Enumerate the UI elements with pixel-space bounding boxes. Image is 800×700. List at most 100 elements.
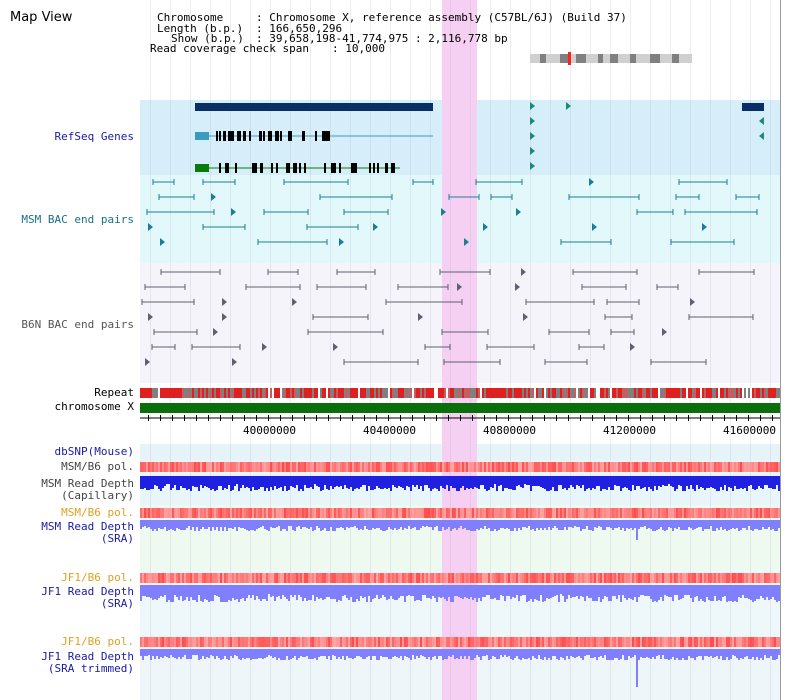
msm-depth-sra-bar (278, 520, 280, 526)
msm-pol-1-mark (360, 462, 362, 472)
msm-depth-capillary-bar (712, 476, 714, 488)
b6n-bac-pair-arrow (148, 313, 153, 321)
repeat-mark (158, 388, 160, 398)
msm-depth-sra-bar (380, 520, 382, 530)
jf1-pol-1-mark (348, 573, 350, 583)
msm-pol-1-mark (248, 462, 250, 472)
msm-depth-capillary-bar (414, 476, 416, 487)
jf1-pol-1-mark (494, 573, 496, 583)
repeat-mark (450, 388, 452, 398)
jf1-depth-trimmed-bar (274, 649, 276, 657)
msm-depth-capillary-bar (516, 476, 518, 486)
jf1-pol-1-mark (182, 573, 184, 583)
repeat-mark (684, 388, 686, 398)
track-label-jf1-depth-trimmed[interactable]: JF1 Read Depth (41, 650, 134, 663)
jf1-depth-sra-bar (290, 585, 292, 595)
jf1-depth-trimmed-bar (294, 649, 296, 656)
msm-depth-capillary-bar (208, 476, 210, 488)
msm-depth-sra-bar (520, 520, 522, 530)
msm-depth-capillary-bar (762, 476, 764, 489)
msm-pol-1-mark (676, 462, 678, 472)
jf1-pol-1-mark (220, 573, 222, 583)
jf1-depth-trimmed-bar (388, 649, 390, 659)
jf1-pol-2-mark (744, 637, 746, 647)
ideogram-band (610, 54, 618, 63)
msm-depth-sra-bar (634, 520, 636, 528)
jf1-pol-1-mark (170, 573, 172, 583)
jf1-depth-sra-bar (412, 585, 414, 596)
msm-depth-capillary-bar (466, 476, 468, 488)
msm-depth-sra-bar (222, 520, 224, 531)
track-label-msm-pol-1[interactable]: MSM/B6 pol. (61, 460, 134, 473)
msm-depth-sra-bar (522, 520, 524, 527)
msm-depth-sra-bar (742, 520, 744, 528)
jf1-pol-2-mark (764, 637, 766, 647)
track-label-jf1-pol-1[interactable]: JF1/B6 pol. (61, 571, 134, 584)
jf1-depth-trimmed-bar (212, 649, 214, 656)
jf1-depth-sra-bar (628, 585, 630, 598)
repeat-mark (176, 388, 178, 398)
msm-pol-2-mark (654, 508, 656, 518)
msm-depth-capillary-bar (218, 476, 220, 486)
repeat-mark (746, 388, 748, 398)
msm-pol-2-mark (350, 508, 352, 518)
msm-pol-1-mark (766, 462, 768, 472)
repeat-mark (720, 388, 722, 398)
msm-depth-sra-bar (506, 520, 508, 528)
jf1-depth-sra-bar (214, 585, 216, 595)
jf1-depth-trimmed-bar (624, 649, 626, 660)
msm-pol-2-mark (230, 508, 232, 518)
jf1-pol-1-mark (502, 573, 504, 583)
msm-depth-sra-bar (338, 520, 340, 528)
repeat-mark (526, 388, 528, 398)
chromosome-bar (140, 403, 780, 413)
jf1-depth-sra-bar (470, 585, 472, 597)
msm-pol-1-mark (458, 462, 460, 472)
jf1-pol-1-mark (618, 573, 620, 583)
msm-depth-capillary-bar (206, 476, 208, 487)
msm-depth-sra-bar (752, 520, 754, 531)
jf1-depth-sra-bar (518, 585, 520, 601)
repeat-mark (338, 388, 340, 398)
track-label-msm-depth-capillary[interactable]: MSM Read Depth (41, 477, 134, 490)
jf1-depth-trimmed-bar (448, 649, 450, 656)
jf1-depth-trimmed-bar (160, 649, 162, 657)
msm-pol-1-mark (158, 462, 160, 472)
msm-depth-sra-bar (176, 520, 178, 528)
track-label-msm-bac-end-pairs[interactable]: MSM BAC end pairs (21, 213, 134, 226)
msm-pol-2-mark (280, 508, 282, 518)
track-label-dbsnp[interactable]: dbSNP(Mouse) (54, 445, 134, 458)
jf1-depth-sra-bar (160, 585, 162, 596)
track-label-jf1-pol-2[interactable]: JF1/B6 pol. (61, 635, 134, 648)
jf1-depth-sra-bar (182, 585, 184, 601)
repeat-mark (636, 388, 638, 398)
msm-pol-2-mark (330, 508, 332, 518)
track-label-b6n-bac-end-pairs[interactable]: B6N BAC end pairs (21, 318, 134, 331)
gene-exon (288, 163, 290, 173)
msm-pol-1-mark (510, 462, 512, 472)
repeat-mark (156, 388, 158, 398)
track-label-msm-pol-2[interactable]: MSM/B6 pol. (61, 506, 134, 519)
msm-pol-1-mark (392, 462, 394, 472)
jf1-depth-trimmed-bar (394, 649, 396, 656)
msm-depth-sra-bar (596, 520, 598, 528)
msm-depth-sra-bar (384, 520, 386, 531)
jf1-depth-sra-bar (312, 585, 314, 595)
msm-pol-2-mark (212, 508, 214, 518)
track-label-jf1-depth-sra[interactable]: JF1 Read Depth (41, 585, 134, 598)
jf1-depth-sra-bar (564, 585, 566, 602)
jf1-depth-sra-bar (638, 585, 640, 597)
msm-pol-1-mark (772, 462, 774, 472)
msm-pol-1-mark (708, 462, 710, 472)
jf1-pol-1-mark (580, 573, 582, 583)
jf1-pol-1-mark (436, 573, 438, 583)
track-label-refseq-genes[interactable]: RefSeq Genes (54, 130, 134, 143)
msm-pol-1-mark (644, 462, 646, 472)
msm-depth-capillary-bar (196, 476, 198, 487)
track-label-msm-depth-sra[interactable]: MSM Read Depth (41, 520, 134, 533)
jf1-pol-2-mark (196, 637, 198, 647)
jf1-pol-2-mark (756, 637, 758, 647)
jf1-depth-trimmed-bar (436, 649, 438, 659)
repeat-mark (584, 388, 586, 398)
msm-depth-sra-bar (590, 520, 592, 530)
